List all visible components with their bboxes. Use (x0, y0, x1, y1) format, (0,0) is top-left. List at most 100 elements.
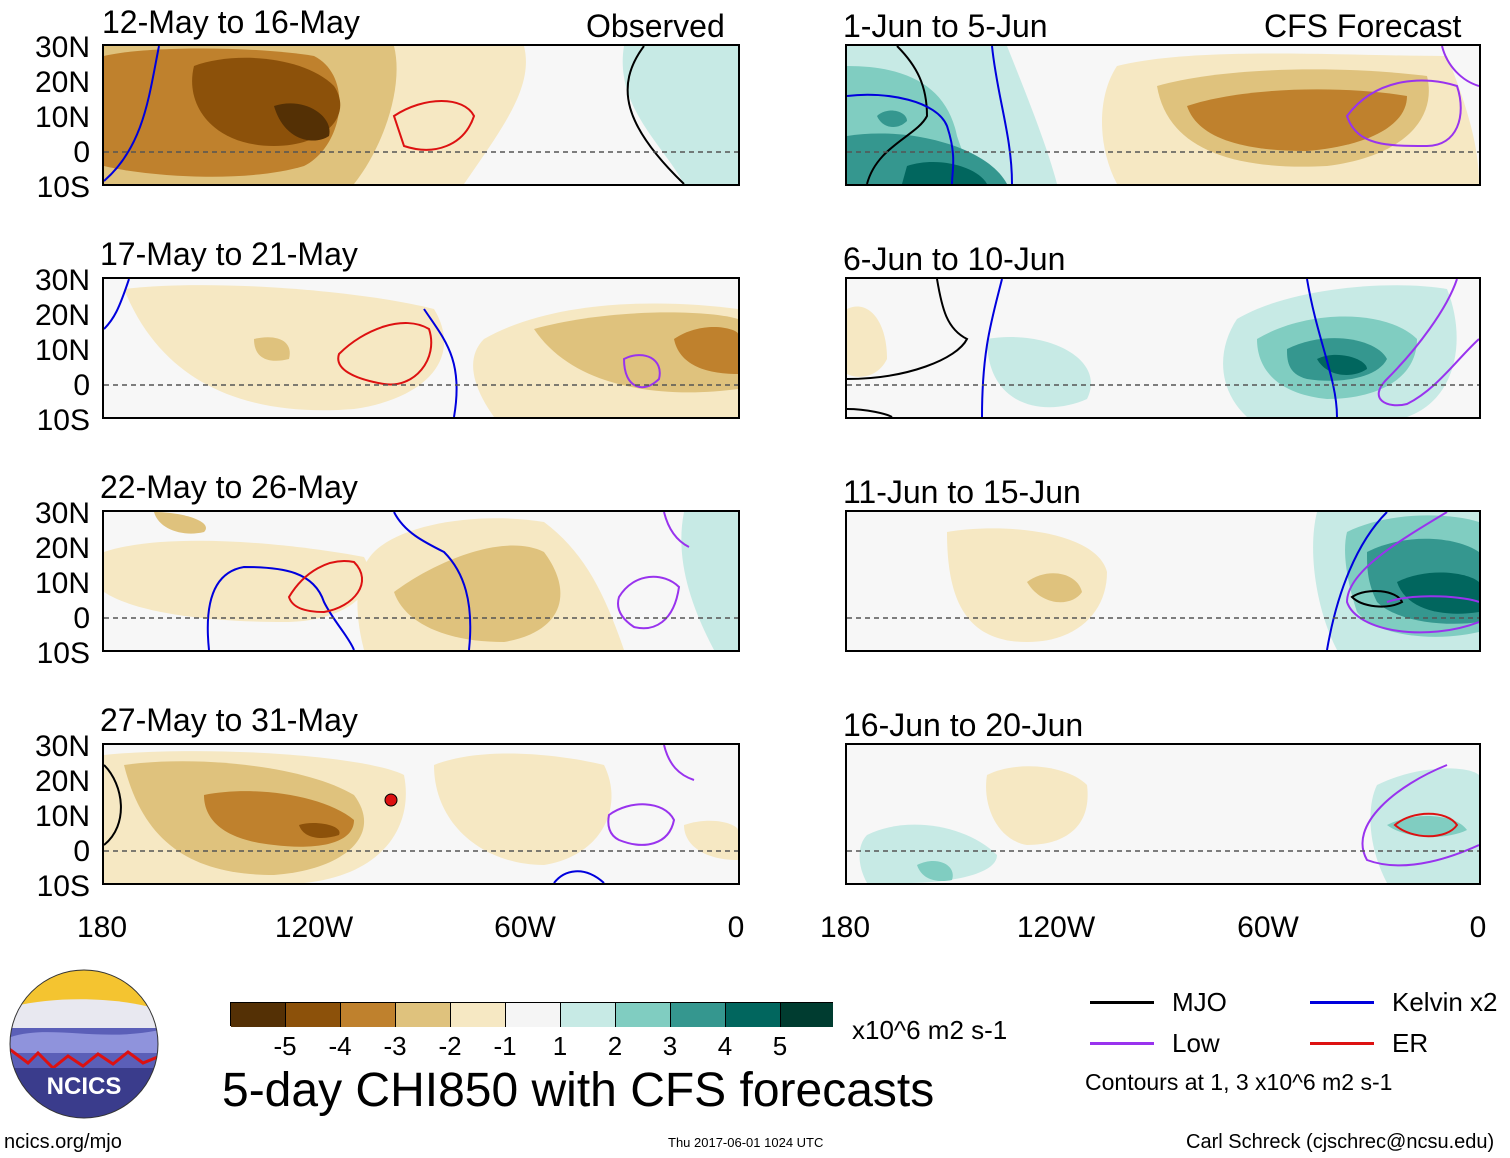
kelvin-contour (423, 308, 458, 417)
mjo-contour (866, 46, 929, 184)
er-contour (337, 322, 433, 386)
er-marker (384, 793, 398, 807)
anomaly-wet (877, 110, 907, 128)
low-contour (663, 512, 690, 548)
x-tick: 60W (494, 911, 556, 944)
y-tick: 10S (36, 870, 90, 903)
anomaly-dry (1027, 573, 1082, 603)
x-tick: 0 (727, 911, 745, 944)
map-panel-obs-3 (102, 510, 740, 652)
y-tick: 30N (34, 497, 90, 530)
anomaly-dry (986, 766, 1088, 845)
low-contour (1386, 595, 1479, 603)
er-contour (1393, 812, 1459, 838)
y-tick: 20N (34, 532, 90, 565)
kelvin-contour (104, 46, 160, 182)
low-contour (1441, 46, 1479, 87)
y-tick: 10N (34, 334, 90, 367)
low-contour (1377, 279, 1479, 407)
y-tick: 30N (34, 264, 90, 297)
map-panel-obs-2 (102, 277, 740, 419)
colorbar-swatch (561, 1003, 616, 1027)
panel-title-fc-2: 6-Jun to 10-Jun (843, 241, 1066, 277)
footer-credit: Carl Schreck (cjschrec@ncsu.edu) (1186, 1131, 1495, 1153)
anomaly-wet (902, 162, 987, 184)
colorbar-label: 4 (717, 1031, 733, 1061)
y-tick: 0 (73, 835, 90, 868)
anomaly-wet (622, 46, 738, 184)
low-contour (1361, 764, 1479, 867)
colorbar-swatch (396, 1003, 451, 1027)
legend-swatch-kelvin (1310, 1001, 1374, 1004)
colorbar-label: -3 (383, 1031, 407, 1061)
colorbar-swatch (341, 1003, 396, 1027)
map-panel-obs-1 (102, 44, 740, 186)
colorbar-swatch (231, 1003, 286, 1027)
anomaly-dry (154, 512, 206, 534)
x-tick: 120W (274, 911, 354, 944)
map-panel-obs-4 (102, 743, 740, 885)
y-tick: 30N (34, 31, 90, 64)
kelvin-contour (206, 565, 355, 650)
colorbar-label: 2 (607, 1031, 623, 1061)
x-tick: 60W (1237, 911, 1299, 944)
y-tick: 10S (36, 637, 90, 670)
observed-label: Observed (586, 8, 725, 44)
anomaly-wet (1397, 572, 1479, 614)
y-tick: 20N (34, 299, 90, 332)
anomaly-dry (947, 528, 1107, 642)
legend-label-low: Low (1172, 1028, 1220, 1058)
y-tick: 20N (34, 765, 90, 798)
anomaly-dry (847, 306, 887, 377)
y-tick: 10N (34, 101, 90, 134)
y-tick: 10N (34, 800, 90, 833)
colorbar-label: 3 (662, 1031, 678, 1061)
low-contour (616, 575, 681, 630)
anomaly-dry (254, 337, 290, 361)
mjo-contour (847, 279, 969, 380)
anomaly-wet (681, 512, 738, 650)
anomaly-dry (684, 820, 738, 860)
colorbar-label: -5 (273, 1031, 297, 1061)
x-tick: 0 (1469, 911, 1487, 944)
anomaly-wet (917, 860, 953, 882)
ncics-logo: NCICS (8, 968, 160, 1120)
panel-title-obs-1: 12-May to 16-May (102, 4, 360, 40)
x-tick: 120W (1016, 911, 1096, 944)
low-contour (1345, 512, 1479, 634)
er-contour (287, 560, 364, 614)
kelvin-contour (847, 93, 955, 184)
panel-title-obs-2: 17-May to 21-May (100, 236, 358, 272)
colorbar (230, 1002, 833, 1027)
anomaly-wet (859, 824, 997, 883)
low-contour (1345, 79, 1462, 148)
footer-url: ncics.org/mjo (4, 1131, 122, 1153)
mjo-contour (1350, 590, 1404, 608)
colorbar-units: x10^6 m2 s-1 (852, 1015, 1008, 1045)
er-contour (392, 100, 476, 151)
mjo-contour (626, 46, 685, 184)
y-tick: 20N (34, 66, 90, 99)
y-tick: 0 (73, 602, 90, 635)
y-tick: 0 (73, 369, 90, 402)
map-panel-fc-2 (845, 277, 1481, 419)
mjo-contour (104, 764, 122, 846)
x-tick: 180 (76, 911, 128, 944)
legend-swatch-er (1310, 1042, 1374, 1045)
legend-label-kelvin: Kelvin x2 (1392, 987, 1498, 1017)
panel-title-obs-3: 22-May to 26-May (100, 469, 358, 505)
y-tick: 30N (34, 730, 90, 763)
legend-label-er: ER (1392, 1028, 1429, 1058)
colorbar-swatch (616, 1003, 671, 1027)
y-tick: 10N (34, 567, 90, 600)
colorbar-label: -4 (328, 1031, 352, 1061)
anomaly-dry (299, 823, 340, 838)
colorbar-swatch (726, 1003, 781, 1027)
legend-label-mjo: MJO (1172, 987, 1227, 1017)
kelvin-contour (393, 512, 472, 650)
colorbar-label: -1 (493, 1031, 517, 1061)
kelvin-contour (981, 279, 1003, 417)
panel-title-fc-3: 11-Jun to 15-Jun (843, 474, 1081, 510)
anomaly-dry (104, 540, 370, 622)
anomaly-dry (434, 753, 612, 865)
